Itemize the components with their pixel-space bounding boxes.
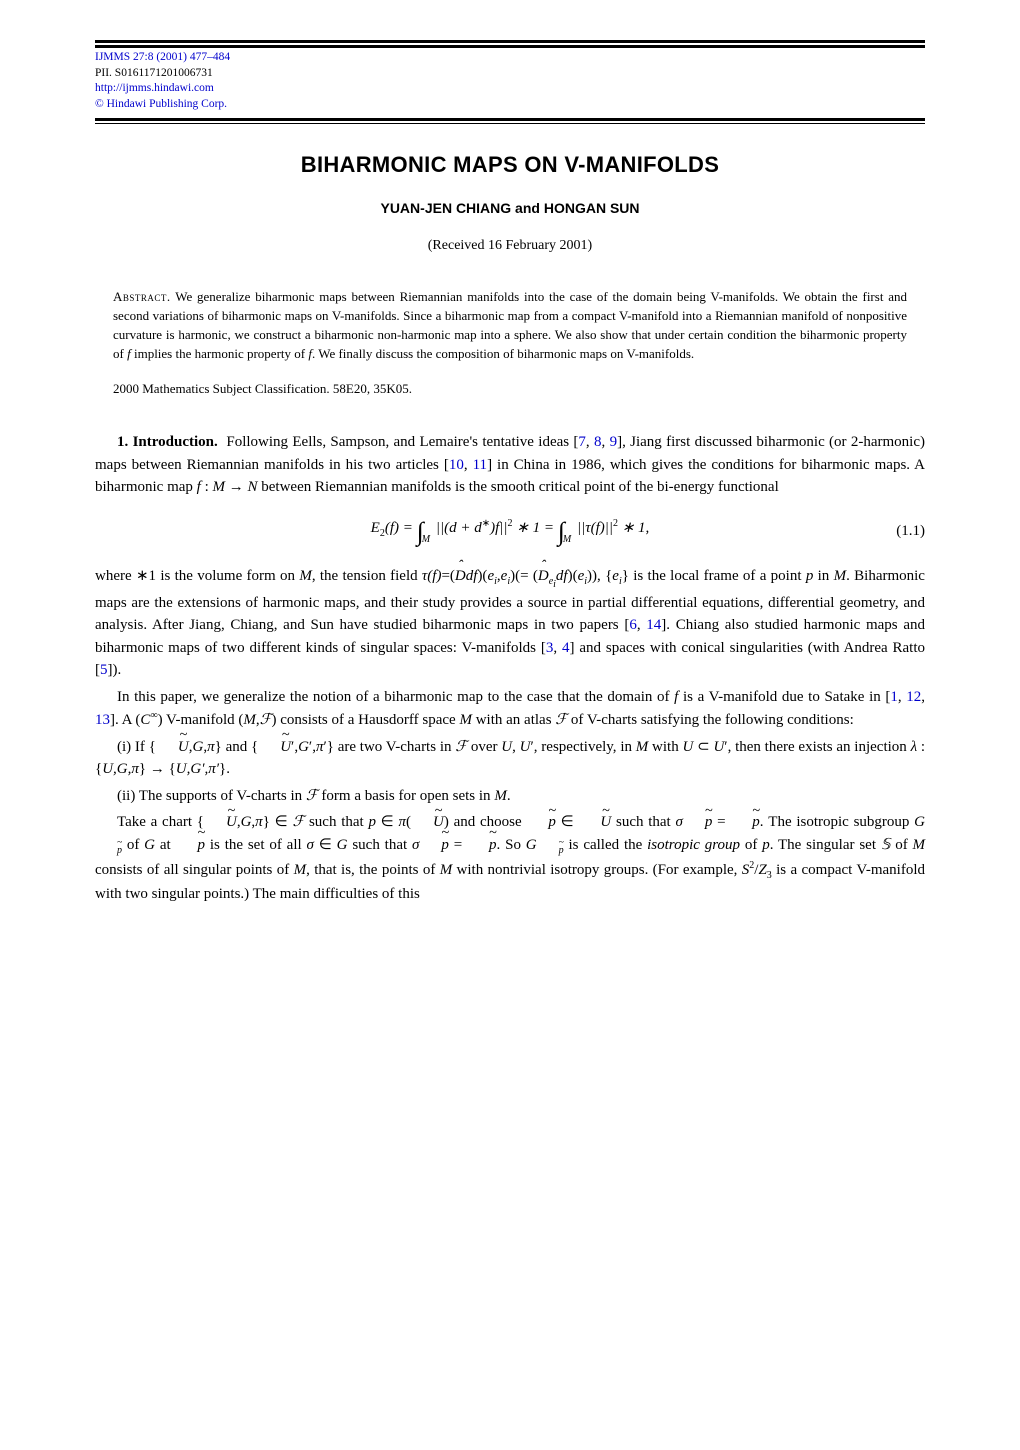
msc-line: 2000 Mathematics Subject Classification.… [113, 381, 907, 397]
abstract-text: We generalize biharmonic maps between Ri… [113, 289, 907, 361]
cite-10[interactable]: 10 [449, 457, 464, 473]
cite-1[interactable]: 1 [890, 689, 898, 705]
p2j: ]). [108, 662, 122, 678]
header-line-1: IJMMS 27:8 (2001) 477–484 [95, 50, 925, 66]
cite-14[interactable]: 14 [646, 617, 661, 633]
authors: YUAN-JEN CHIANG and HONGAN SUN [95, 200, 925, 216]
p3a: In this paper, we generalize the notion … [117, 689, 890, 705]
header-block: IJMMS 27:8 (2001) 477–484 PII. S01611712… [95, 50, 925, 112]
p1a: Following Eells, Sampson, and Lemaire's … [226, 434, 578, 450]
header-line-4: © Hindawi Publishing Corp. [95, 97, 925, 113]
p3b: ]. A (C∞) V-manifold (M,ℱ) consists of a… [110, 712, 854, 728]
rule-thin-bottom [95, 123, 925, 124]
eq-body: E2(f) = ∫M ||(d + d∗)f||2 ∗ 1 = ∫M ||τ(f… [371, 517, 650, 547]
paper-title: BIHARMONIC MAPS ON V-MANIFOLDS [95, 152, 925, 178]
equation-1-1: E2(f) = ∫M ||(d + d∗)f||2 ∗ 1 = ∫M ||τ(f… [95, 517, 925, 547]
intro-p4: Take a chart {U,G,π} ∈ ℱ such that p ∈ π… [95, 811, 925, 905]
header-line-2: PII. S0161171201006731 [95, 66, 925, 82]
abstract-block: Abstract. We generalize biharmonic maps … [113, 288, 907, 363]
cite-8[interactable]: 8 [594, 434, 602, 450]
intro-p1: 1. Introduction. Following Eells, Sampso… [95, 431, 925, 499]
eq-number-1-1: (1.1) [896, 523, 925, 540]
intro-p3: In this paper, we generalize the notion … [95, 686, 925, 732]
rule-thick-top [95, 40, 925, 43]
header-line-3: http://ijmms.hindawi.com [95, 81, 925, 97]
cite-11[interactable]: 11 [473, 457, 487, 473]
cite-13[interactable]: 13 [95, 712, 110, 728]
cite-12[interactable]: 12 [906, 689, 921, 705]
cite-7[interactable]: 7 [578, 434, 586, 450]
cite-5[interactable]: 5 [100, 662, 108, 678]
cite-9[interactable]: 9 [610, 434, 618, 450]
cond-i: (i) If {U,G,π} and {U′,G′,π′} are two V-… [95, 736, 925, 781]
section-1-label: 1. Introduction. [117, 434, 218, 450]
cite-3[interactable]: 3 [546, 640, 554, 656]
intro-p2: where ∗1 is the volume form on M, the te… [95, 565, 925, 682]
cite-6[interactable]: 6 [629, 617, 637, 633]
abstract-label: Abstract. [113, 289, 171, 304]
rule-thick-top-2 [95, 45, 925, 48]
rule-thick-bottom [95, 118, 925, 121]
received-date: (Received 16 February 2001) [95, 238, 925, 254]
